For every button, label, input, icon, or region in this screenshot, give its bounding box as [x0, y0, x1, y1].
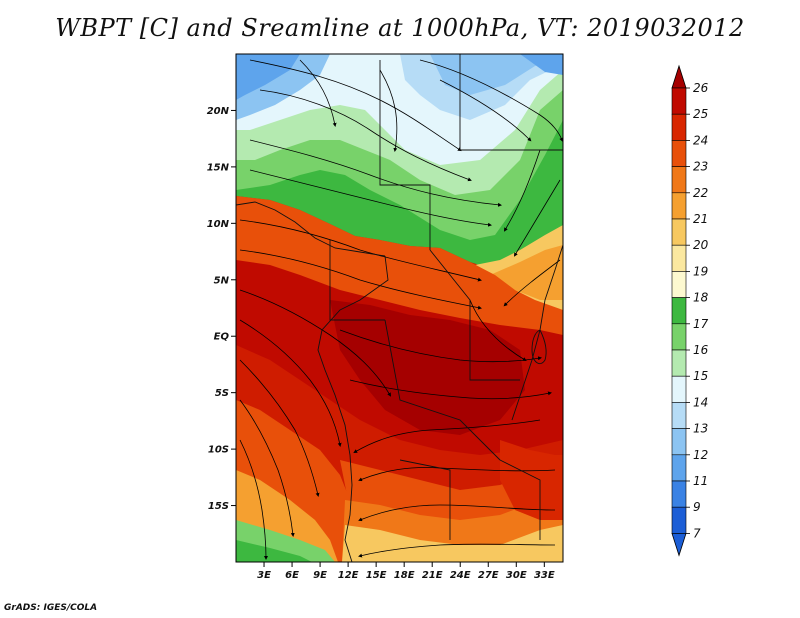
lat-tick-label: 10S — [208, 445, 229, 456]
colorbar-segment — [671, 402, 687, 429]
longitude-axis: 3E 6E 9E 12E 15E 18E 21E 24E 27E 30E 33E — [257, 562, 555, 581]
map-title: WBPT [C] and Sreamline at 1000hPa, VT: 2… — [55, 14, 745, 42]
colorbar-segment — [671, 166, 687, 194]
colorbar-label: 9 — [693, 500, 701, 514]
colorbar-label: 13 — [693, 422, 708, 436]
colorbar-label: 12 — [693, 448, 708, 462]
lon-tick-label: 21E — [422, 570, 443, 581]
colorbar-segment — [671, 218, 687, 246]
colorbar-label: 20 — [693, 238, 709, 252]
lat-tick-label: 20N — [207, 106, 230, 117]
lon-tick-label: 18E — [394, 570, 415, 581]
lat-tick-label: 15N — [207, 162, 230, 173]
lon-tick-label: 33E — [534, 570, 555, 581]
coastlines — [236, 54, 563, 562]
colorbar-segment — [671, 375, 687, 403]
colorbar-segment — [671, 244, 687, 272]
colorbar-label: 11 — [693, 474, 708, 488]
colorbar-label: 15 — [693, 369, 708, 383]
lat-tick-label: 10N — [207, 219, 230, 230]
lon-tick-label: 6E — [285, 570, 299, 581]
colorbar-segment — [671, 271, 687, 298]
colorbar-top-arrow — [671, 64, 687, 89]
colorbar-label: 21 — [693, 212, 708, 226]
lat-tick-label: 15S — [208, 501, 229, 512]
colorbar-label: 14 — [693, 395, 708, 409]
colorbar-label: 16 — [693, 343, 709, 357]
lon-tick-label: 30E — [506, 570, 527, 581]
colorbar-segment — [671, 113, 687, 141]
lat-tick-label: 5N — [214, 275, 230, 286]
colorbar-segment — [671, 428, 687, 456]
colorbar-segment — [671, 140, 687, 167]
wbpt-field — [236, 54, 563, 562]
colorbar: 26 25 24 23 22 21 20 19 18 17 16 15 14 13 12 11 9 7 — [671, 64, 709, 557]
colorbar-label: 24 — [693, 133, 708, 147]
lon-tick-label: 3E — [257, 570, 271, 581]
colorbar-label: 17 — [693, 317, 709, 331]
colorbar-segment — [671, 480, 687, 508]
colorbar-label: 18 — [693, 291, 709, 305]
lat-tick-label: 5S — [215, 388, 229, 399]
colorbar-segment — [671, 506, 687, 534]
colorbar-label: 26 — [693, 81, 709, 95]
colorbar-label: 19 — [693, 264, 708, 278]
lon-tick-label: 27E — [478, 570, 499, 581]
colorbar-label: 22 — [693, 186, 708, 200]
colorbar-label: 7 — [693, 526, 701, 540]
plot-frame — [235, 53, 564, 563]
streamlines — [239, 59, 563, 560]
colorbar-segment — [671, 323, 687, 351]
lon-tick-label: 9E — [313, 570, 327, 581]
colorbar-segment — [671, 297, 687, 325]
colorbar-segment — [671, 454, 687, 482]
latitude-axis: 20N 15N 10N 5N EQ 5S 10S 15S — [207, 106, 236, 512]
lon-tick-label: 12E — [338, 570, 359, 581]
colorbar-label: 25 — [693, 107, 708, 121]
colorbar-bottom-arrow — [671, 533, 687, 557]
colorbar-segment — [671, 192, 687, 220]
colorbar-segment — [671, 87, 687, 115]
footer-credit: GrADS: IGES/COLA — [4, 603, 98, 613]
lon-tick-label: 15E — [366, 570, 387, 581]
lon-tick-label: 24E — [450, 570, 471, 581]
lat-tick-label: EQ — [214, 332, 230, 343]
colorbar-label: 23 — [693, 160, 708, 174]
colorbar-segment — [671, 349, 687, 377]
